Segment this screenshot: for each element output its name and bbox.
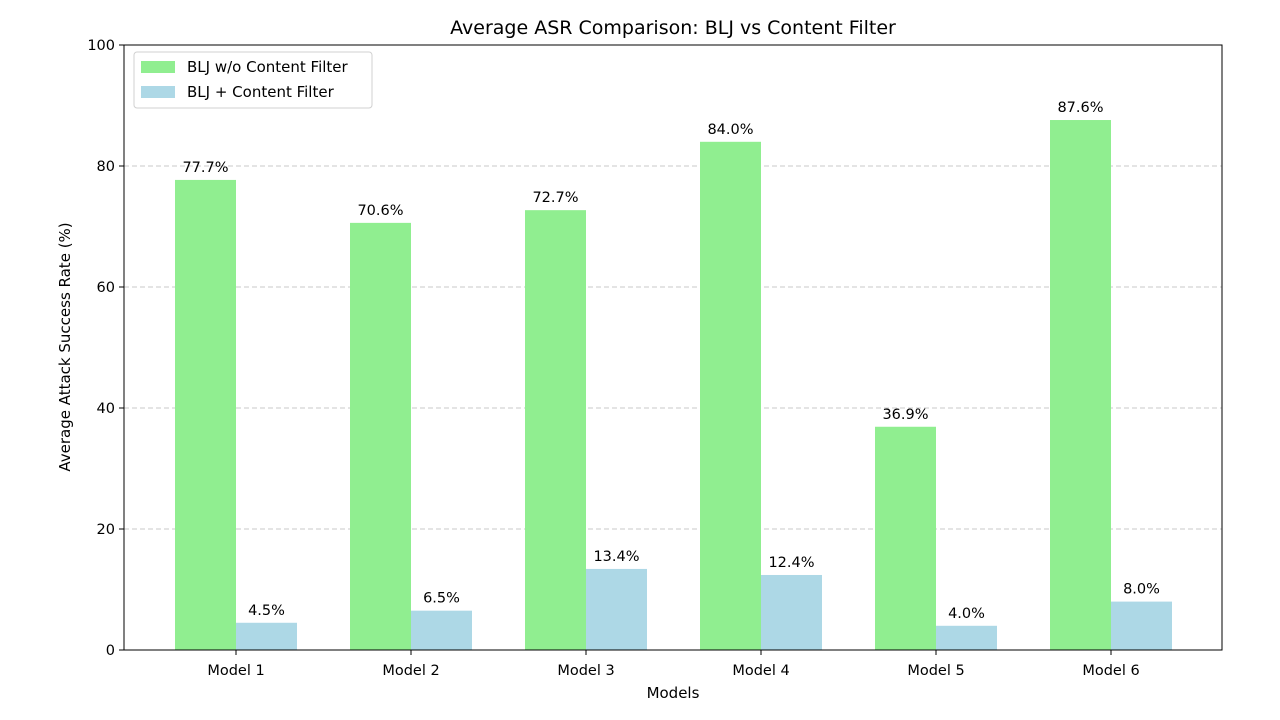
bar-blj-no-filter bbox=[525, 210, 586, 651]
x-tick-label: Model 4 bbox=[732, 663, 789, 679]
bar-blj-with-filter bbox=[586, 568, 647, 650]
bar-value-label: 36.9% bbox=[882, 407, 928, 423]
bar-value-label: 8.0% bbox=[1123, 582, 1160, 598]
x-tick-label: Model 3 bbox=[557, 663, 614, 679]
x-axis-label: Models bbox=[647, 684, 700, 702]
bars bbox=[175, 120, 1172, 651]
bar-blj-with-filter bbox=[411, 610, 472, 650]
x-tick-label: Model 2 bbox=[382, 663, 439, 679]
y-tick-label: 20 bbox=[97, 522, 115, 538]
y-axis-label: Average Attack Success Rate (%) bbox=[56, 222, 74, 471]
bar-blj-no-filter bbox=[350, 222, 411, 650]
bar-value-label: 87.6% bbox=[1057, 100, 1103, 116]
bar-value-label: 77.7% bbox=[182, 160, 228, 176]
plot-frame bbox=[123, 44, 1223, 651]
chart-title: Average ASR Comparison: BLJ vs Content F… bbox=[450, 17, 896, 39]
legend-swatch-blj-with-filter bbox=[141, 86, 175, 98]
legend-label-blj-no-filter: BLJ w/o Content Filter bbox=[187, 58, 349, 76]
bar-blj-with-filter bbox=[761, 574, 822, 650]
bar-blj-no-filter bbox=[875, 426, 936, 650]
bar-value-label: 84.0% bbox=[707, 122, 753, 138]
y-tick-label: 40 bbox=[97, 401, 115, 417]
bar-value-label: 13.4% bbox=[593, 549, 639, 565]
y-tick-label: 60 bbox=[97, 280, 115, 296]
y-tick-label: 100 bbox=[87, 38, 115, 54]
y-axis-ticks: 0 20 40 60 80 100 bbox=[87, 38, 124, 659]
x-tick-label: Model 1 bbox=[207, 663, 264, 679]
bar-value-labels: 77.7% 70.6% 72.7% 84.0% 36.9% 87.6% 4.5% 6.5% 13… bbox=[182, 100, 1159, 622]
bar-blj-no-filter bbox=[1050, 120, 1111, 650]
bar-value-label: 12.4% bbox=[768, 555, 814, 571]
bar-blj-with-filter bbox=[936, 625, 997, 650]
legend-label-blj-with-filter: BLJ + Content Filter bbox=[187, 83, 335, 101]
y-tick-label: 80 bbox=[97, 159, 115, 175]
bar-blj-with-filter bbox=[1111, 601, 1172, 650]
bar-value-label: 70.6% bbox=[357, 203, 403, 219]
grid-lines bbox=[124, 165, 1222, 530]
legend-box bbox=[133, 51, 373, 109]
x-axis-ticks: Model 1 Model 2 Model 3 Model 4 Model 5 Model… bbox=[207, 650, 1140, 679]
x-tick-label: Model 6 bbox=[1082, 663, 1139, 679]
legend: BLJ w/o Content Filter BLJ + Content Fil… bbox=[133, 51, 373, 109]
bar-value-label: 4.5% bbox=[248, 603, 285, 619]
bar-value-label: 6.5% bbox=[423, 591, 460, 607]
bar-blj-no-filter bbox=[700, 141, 761, 651]
legend-swatch-blj-no-filter bbox=[141, 61, 175, 73]
y-tick-label: 0 bbox=[106, 643, 115, 659]
bar-value-label: 72.7% bbox=[532, 190, 578, 206]
bar-blj-no-filter bbox=[175, 179, 236, 651]
x-tick-label: Model 5 bbox=[907, 663, 964, 679]
bar-blj-with-filter bbox=[236, 622, 297, 650]
bar-value-label: 4.0% bbox=[948, 606, 985, 622]
